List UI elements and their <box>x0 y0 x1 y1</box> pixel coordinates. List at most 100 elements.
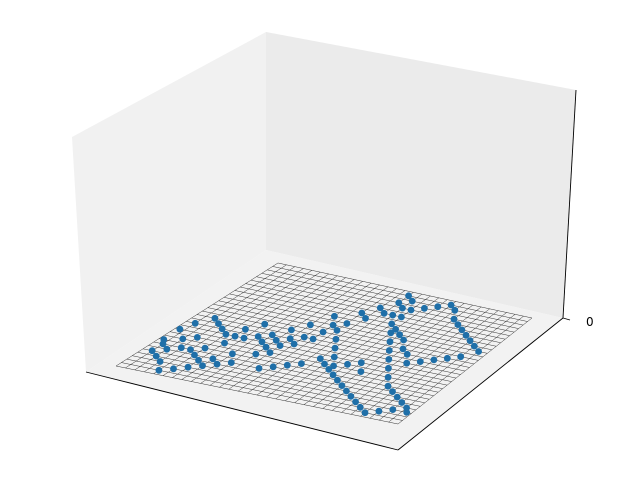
scatter-point-53 <box>227 359 235 366</box>
scatter-point-45 <box>330 353 338 361</box>
scatter-points <box>148 292 482 417</box>
scatter-point-110 <box>255 365 263 372</box>
y-axis-line <box>397 317 564 451</box>
scatter-point-107 <box>177 344 185 352</box>
scatter-point-97 <box>403 350 411 358</box>
scatter-point-69 <box>240 334 248 342</box>
mesh-line-y-28 <box>267 269 524 326</box>
scatter-point-21 <box>388 320 396 328</box>
scatter-point-66 <box>218 325 226 333</box>
scatter-point-9 <box>276 342 284 349</box>
scatter-point-25 <box>385 356 393 363</box>
scatter-point-14 <box>331 312 338 320</box>
scatter-point-68 <box>242 325 249 333</box>
scatter-point-82 <box>434 303 442 311</box>
scatter-point-64 <box>211 314 219 322</box>
scatter-point-78 <box>380 309 388 317</box>
scatter-point-56 <box>184 363 192 371</box>
z-tick-mark <box>562 317 571 321</box>
scatter-point-42 <box>334 376 341 384</box>
scatter-point-41 <box>338 382 346 389</box>
scatter-point-115 <box>321 360 328 368</box>
scatter-point-88 <box>462 331 470 339</box>
scatter-point-30 <box>393 393 401 401</box>
z-tick-label-0: 0 <box>586 315 594 329</box>
scatter-point-19 <box>405 292 412 300</box>
scatter-point-35 <box>375 407 383 415</box>
scatter-point-100 <box>396 331 403 339</box>
scatter-point-108 <box>163 345 171 353</box>
scatter-point-5 <box>231 332 239 340</box>
scatter-point-12 <box>307 321 314 329</box>
mesh-line-y-27 <box>261 273 519 329</box>
mesh-line-y-26 <box>256 276 515 333</box>
scatter-point-65 <box>215 320 222 327</box>
scatter-point-2 <box>193 334 201 341</box>
scatter-point-84 <box>451 306 459 314</box>
scatter-point-118 <box>357 359 365 367</box>
scatter-point-75 <box>319 328 327 336</box>
scatter-point-10 <box>261 320 269 328</box>
scatter-point-29 <box>389 388 396 395</box>
scatter-point-26 <box>385 364 392 372</box>
scatter-point-89 <box>466 337 474 345</box>
scatter-point-1 <box>179 335 187 343</box>
scatter-point-43 <box>329 371 337 379</box>
scatter-point-20 <box>399 304 406 312</box>
scatter-point-31 <box>398 399 406 406</box>
scatter-point-94 <box>430 356 438 364</box>
scatter-point-39 <box>347 393 355 400</box>
scatter-point-36 <box>361 409 369 417</box>
scatter-point-111 <box>269 363 277 371</box>
scatter-point-80 <box>407 306 415 314</box>
scatter-point-23 <box>386 338 394 346</box>
scatter-point-8 <box>252 350 260 358</box>
mesh-line-x-30 <box>397 317 533 425</box>
scatter-point-71 <box>258 338 266 346</box>
scatter-point-58 <box>155 366 163 374</box>
scatter-point-62 <box>176 325 184 333</box>
scatter-point-76 <box>343 320 351 327</box>
scatter-point-73 <box>286 335 294 343</box>
scatter-point-77 <box>362 315 369 322</box>
scatter-point-95 <box>416 358 424 365</box>
left-pane <box>72 32 266 372</box>
scatter-point-50 <box>290 340 298 348</box>
scatter-point-48 <box>333 327 341 334</box>
scatter-point-18 <box>408 297 416 305</box>
scatter-point-93 <box>443 354 451 362</box>
scatter-point-109 <box>159 340 167 348</box>
scatter-point-79 <box>389 311 397 319</box>
scatter-point-91 <box>475 348 482 355</box>
scatter-point-49 <box>309 335 317 343</box>
scatter-point-7 <box>268 331 276 339</box>
scatter-point-52 <box>262 343 270 351</box>
mesh-line-y-30 <box>277 262 533 319</box>
scatter-point-33 <box>403 409 411 416</box>
scatter-point-87 <box>458 326 466 334</box>
scatter-point-85 <box>450 315 458 323</box>
scatter-point-51 <box>266 349 274 356</box>
scatter-point-34 <box>389 406 397 413</box>
scatter-point-4 <box>221 339 228 347</box>
scatter-point-74 <box>300 333 308 341</box>
scatter-point-119 <box>357 368 365 375</box>
scatter-point-38 <box>352 398 359 406</box>
scatter-point-103 <box>187 346 194 353</box>
scatter-point-104 <box>191 351 198 359</box>
scatter-point-6 <box>229 350 236 358</box>
scatter-point-15 <box>358 309 366 317</box>
scatter-point-106 <box>209 355 217 363</box>
scatter-point-60 <box>152 352 160 360</box>
x-axis-line <box>85 371 399 451</box>
scatter-point-27 <box>384 373 392 381</box>
scatter-point-47 <box>332 335 340 343</box>
scatter-point-117 <box>344 360 351 368</box>
scatter-point-83 <box>447 301 455 309</box>
scatter-point-63 <box>191 319 199 327</box>
scatter-point-3 <box>201 344 209 352</box>
scatter-point-102 <box>398 313 405 321</box>
mesh-line-x-29 <box>388 315 524 423</box>
